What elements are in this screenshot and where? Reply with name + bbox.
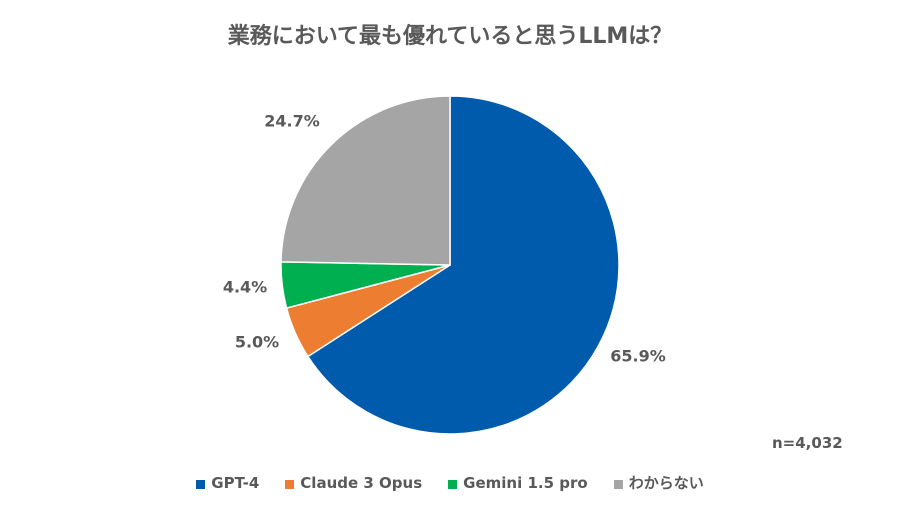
legend-label: Claude 3 Opus [300, 473, 423, 492]
data-label-1: 5.0% [234, 332, 280, 352]
data-label-3: 24.7% [264, 111, 320, 131]
legend-swatch [448, 479, 458, 489]
data-label-0: 65.9% [610, 346, 666, 366]
data-label-2: 4.4% [222, 277, 268, 297]
legend-swatch [196, 479, 206, 489]
legend-item-claude: Claude 3 Opus [285, 472, 422, 493]
pie-slice-3 [280, 95, 451, 266]
pie-slice-0 [306, 95, 620, 435]
legend-item-gemini: Gemini 1.5 pro [448, 472, 588, 493]
legend: GPT-4 Claude 3 Opus Gemini 1.5 pro わからない [0, 472, 900, 493]
chart-title: 業務において最も優れていると思うLLMは？ [227, 24, 673, 49]
legend-label: わからない [628, 474, 704, 492]
legend-swatch [285, 479, 295, 489]
legend-swatch [613, 479, 623, 489]
legend-item-gpt4: GPT-4 [196, 472, 259, 493]
sample-size-annotation: n=4,032 [772, 434, 843, 452]
legend-item-unknown: わからない [613, 472, 704, 493]
legend-label: GPT-4 [211, 473, 260, 492]
legend-label: Gemini 1.5 pro [463, 473, 588, 492]
